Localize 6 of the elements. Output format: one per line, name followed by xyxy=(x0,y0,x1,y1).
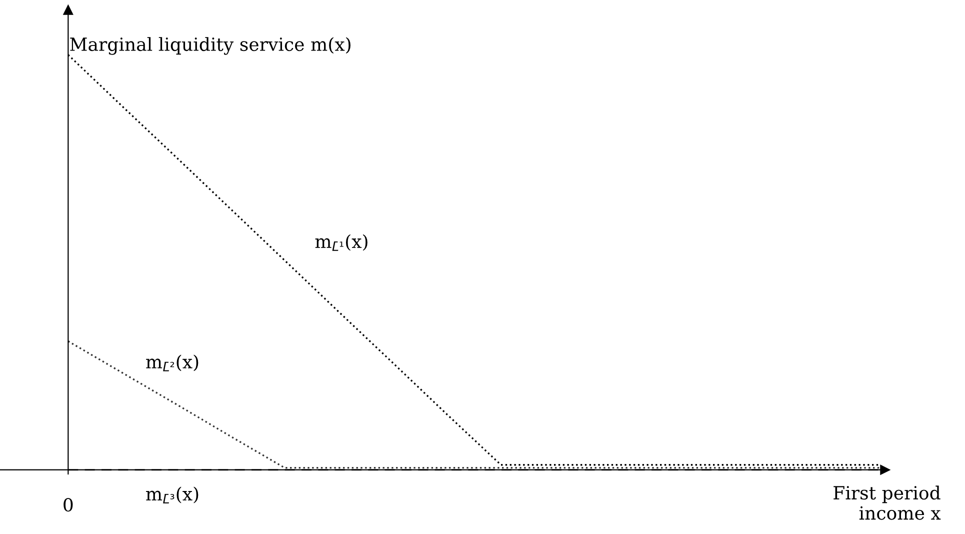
series-label: m$_{L̄³}$(x) xyxy=(146,486,198,504)
y-axis-title: Marginal liquidity service m(x) xyxy=(70,37,350,55)
x-axis-title: First period income x xyxy=(834,486,941,520)
series-label: m$_{L̄²}$(x) xyxy=(146,354,198,372)
text: 0 xyxy=(64,498,73,512)
series-label: m$_{L̄¹}$(x) xyxy=(315,234,368,251)
